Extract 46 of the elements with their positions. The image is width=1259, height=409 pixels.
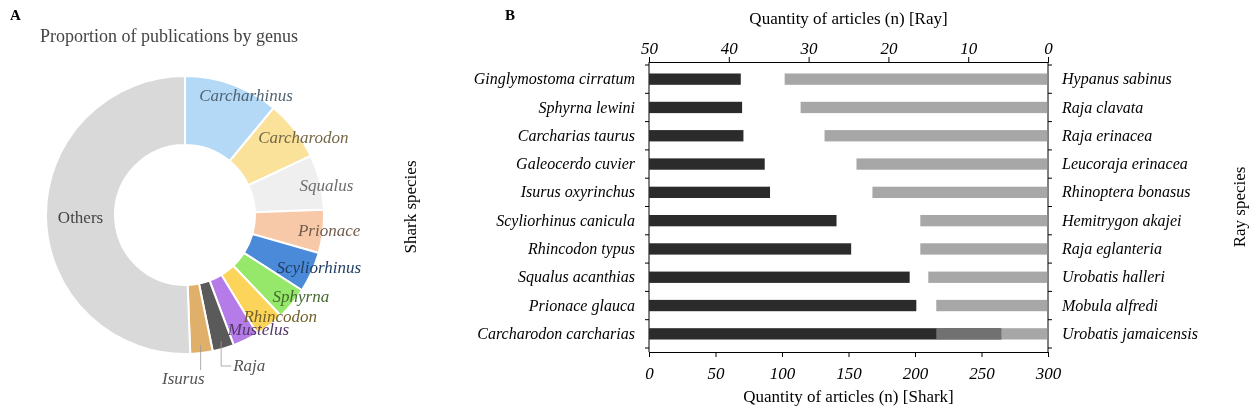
x-axis-title: Quantity of articles (n) [Shark] <box>743 387 954 406</box>
y2-tick-label: Urobatis jamaicensis <box>1062 324 1198 343</box>
y2-tick-label: Urobatis halleri <box>1062 268 1165 286</box>
x-tick-label: 100 <box>769 363 796 383</box>
y2-axis-title: Ray species <box>1230 166 1249 248</box>
text: A <box>10 7 21 23</box>
y2-tick-label: Rhinoptera bonasus <box>1061 183 1191 202</box>
y-tick-label: Galeocerdo cuvier <box>516 155 636 173</box>
x-tick-label: 250 <box>969 363 996 383</box>
slice-label: Squalus <box>299 175 354 195</box>
slice-label: Raja <box>232 356 266 375</box>
y-tick-label: Prionace glauca <box>527 296 635 315</box>
slice-label: Others <box>57 207 104 227</box>
x2-axis-title: Quantity of articles (n) [Ray] <box>749 9 948 28</box>
slice-label: Isurus <box>161 369 205 388</box>
y2-tick-label: Hypanus sabinus <box>1061 70 1172 89</box>
slice-label: Prionace <box>296 221 361 241</box>
x2-tick-label: 50 <box>641 39 659 58</box>
x-tick-label: 50 <box>707 363 725 383</box>
y-tick-label: Ginglymostoma cirratum <box>473 70 635 89</box>
y2-tick-label: Mobula alfredi <box>1061 296 1158 315</box>
y-axis-title: Shark species <box>401 160 420 254</box>
x2-tick-label: 0 <box>1044 39 1054 58</box>
y2-tick-label: Raja clavata <box>1061 98 1144 117</box>
y-tick-label: Squalus acanthias <box>518 268 635 287</box>
x2-tick-label: 30 <box>799 39 819 58</box>
y-tick-label: Carcharodon carcharias <box>477 324 635 342</box>
x2-tick-label: 40 <box>720 39 739 58</box>
slice-label: Carcharodon <box>258 128 349 148</box>
y-tick-label: Rhincodon typus <box>526 240 635 259</box>
y-tick-label: Scyliorhinus canicula <box>496 211 635 230</box>
y2-tick-label: Raja erinacea <box>1061 126 1153 145</box>
y-tick-label: Carcharias taurus <box>517 126 635 144</box>
text: B <box>505 7 516 23</box>
y-tick-label: Sphyrna lewini <box>538 98 635 117</box>
y-tick-label: Isurus oxyrinchus <box>519 183 635 202</box>
x2-tick-label: 10 <box>960 39 978 58</box>
x-tick-label: 200 <box>902 363 929 383</box>
y2-tick-label: Raja eglanteria <box>1061 240 1162 259</box>
chart-title: Proportion of publications by genus <box>40 26 298 46</box>
y2-tick-label: Leucoraja erinacea <box>1061 155 1188 174</box>
y2-tick-label: Hemitrygon akajei <box>1061 211 1182 230</box>
x-tick-label: 300 <box>1034 363 1062 383</box>
x-tick-label: 150 <box>836 363 863 383</box>
x-tick-label: 0 <box>645 363 655 383</box>
x2-tick-label: 20 <box>880 39 898 58</box>
